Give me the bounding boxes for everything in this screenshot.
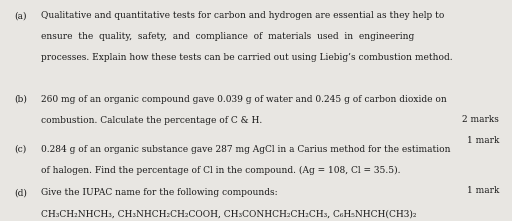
Text: 1 mark: 1 mark (467, 136, 499, 145)
Text: CH₃CH₂NHCH₃, CH₃NHCH₂CH₂COOH, CH₃CONHCH₂CH₂CH₃, C₆H₅NHCH(CH3)₂: CH₃CH₂NHCH₃, CH₃NHCH₂CH₂COOH, CH₃CONHCH₂… (41, 209, 416, 218)
Text: (a): (a) (14, 11, 27, 20)
Text: 2 marks: 2 marks (462, 115, 499, 124)
Text: Qualitative and quantitative tests for carbon and hydrogen are essential as they: Qualitative and quantitative tests for c… (41, 11, 444, 20)
Text: combustion. Calculate the percentage of C & H.: combustion. Calculate the percentage of … (41, 116, 262, 125)
Text: 0.284 g of an organic substance gave 287 mg AgCl in a Carius method for the esti: 0.284 g of an organic substance gave 287… (41, 145, 451, 154)
Text: 1 mark: 1 mark (467, 186, 499, 195)
Text: processes. Explain how these tests can be carried out using Liebig’s combustion : processes. Explain how these tests can b… (41, 53, 453, 62)
Text: of halogen. Find the percentage of Cl in the compound. (Ag = 108, Cl = 35.5).: of halogen. Find the percentage of Cl in… (41, 166, 400, 175)
Text: Give the IUPAC name for the following compounds:: Give the IUPAC name for the following co… (41, 188, 278, 197)
Text: ensure  the  quality,  safety,  and  compliance  of  materials  used  in  engine: ensure the quality, safety, and complian… (41, 32, 414, 41)
Text: 260 mg of an organic compound gave 0.039 g of water and 0.245 g of carbon dioxid: 260 mg of an organic compound gave 0.039… (41, 95, 446, 104)
Text: (b): (b) (14, 95, 27, 104)
Text: (c): (c) (14, 145, 27, 154)
Text: (d): (d) (14, 188, 27, 197)
